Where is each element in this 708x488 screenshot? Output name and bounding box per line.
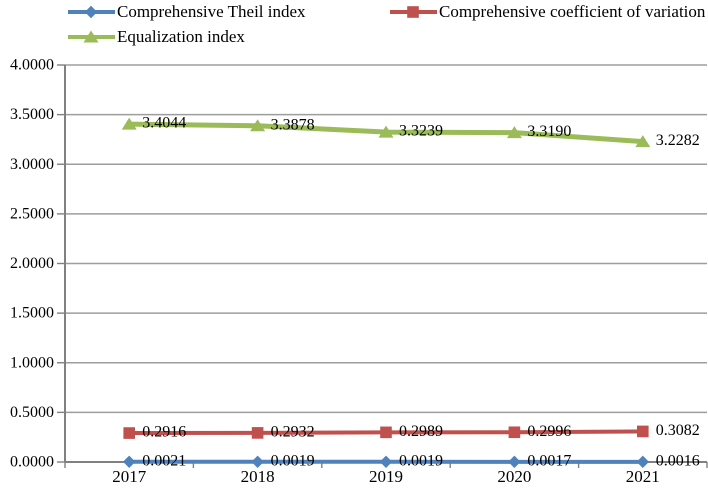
equalization-index-triangle-legend-icon	[68, 30, 115, 43]
y-tick-label: 3.0000	[10, 156, 54, 173]
series-marker-coefficient-of-variation	[508, 426, 521, 439]
series-marker-coefficient-of-variation	[123, 427, 135, 439]
legend-marker-equalization-index	[83, 30, 99, 43]
data-label-coefficient-of-variation: 0.2932	[271, 423, 315, 440]
y-tick-label: 4.0000	[10, 57, 54, 74]
series-marker-coefficient-of-variation	[251, 427, 264, 439]
data-label-theil-index: 0.0021	[142, 452, 186, 469]
legend-item-coefficient-of-variation: Comprehensive coefficient of variation	[390, 3, 705, 21]
data-label-equalization-index: 3.3878	[271, 116, 315, 133]
data-label-coefficient-of-variation: 0.3082	[656, 422, 700, 439]
data-label-theil-index: 0.0017	[527, 452, 571, 469]
data-label-theil-index: 0.0019	[399, 452, 443, 469]
data-label-theil-index: 0.0019	[271, 452, 315, 469]
data-label-equalization-index: 3.2282	[656, 132, 700, 149]
data-label-equalization-index: 3.4044	[142, 115, 186, 132]
series-marker-theil-index	[379, 455, 393, 469]
legend-item-theil-index: Comprehensive Theil index	[68, 3, 306, 21]
x-tick-label: 2018	[241, 467, 275, 486]
x-tick-label: 2017	[112, 467, 147, 486]
y-tick-label: 0.0000	[10, 454, 54, 471]
y-tick-label: 2.0000	[10, 255, 54, 272]
legend-marker-theil-index	[84, 5, 98, 19]
data-label-coefficient-of-variation: 0.2996	[527, 423, 571, 440]
series-marker-equalization-index	[121, 117, 137, 130]
legend-label-theil-index: Comprehensive Theil index	[117, 2, 306, 21]
series-marker-coefficient-of-variation	[637, 425, 649, 438]
y-tick-label: 3.5000	[10, 106, 54, 123]
series-marker-theil-index	[251, 455, 264, 469]
coefficient-of-variation-square-legend-icon	[390, 6, 437, 18]
series-marker-equalization-index	[250, 119, 266, 132]
y-tick-label: 2.5000	[10, 205, 54, 222]
series-marker-theil-index	[123, 455, 136, 468]
y-tick-label: 1.5000	[10, 305, 54, 322]
series-marker-theil-index	[636, 455, 649, 469]
data-label-coefficient-of-variation: 0.2989	[399, 423, 443, 440]
series-marker-equalization-index	[635, 135, 651, 148]
series-marker-theil-index	[508, 455, 521, 469]
series-marker-coefficient-of-variation	[380, 426, 392, 439]
x-tick-label: 2019	[369, 467, 403, 486]
theil-index-diamond-legend-icon	[68, 5, 115, 19]
series-marker-equalization-index	[378, 125, 394, 138]
data-label-equalization-index: 3.3190	[527, 123, 571, 140]
legend-item-equalization-index: Equalization index	[68, 28, 245, 46]
y-tick-label: 0.5000	[10, 404, 54, 421]
legend-label-coefficient-of-variation: Comprehensive coefficient of variation	[439, 2, 706, 21]
data-label-equalization-index: 3.3239	[399, 123, 443, 140]
x-tick-label: 2020	[497, 467, 531, 486]
series-marker-equalization-index	[506, 126, 522, 139]
y-tick-label: 1.0000	[10, 354, 54, 371]
data-label-theil-index: 0.0016	[656, 452, 700, 469]
legend-marker-coefficient-of-variation	[407, 6, 419, 18]
legend-label-equalization-index: Equalization index	[117, 27, 245, 46]
x-tick-label: 2021	[626, 467, 660, 486]
data-label-coefficient-of-variation: 0.2916	[142, 424, 186, 441]
